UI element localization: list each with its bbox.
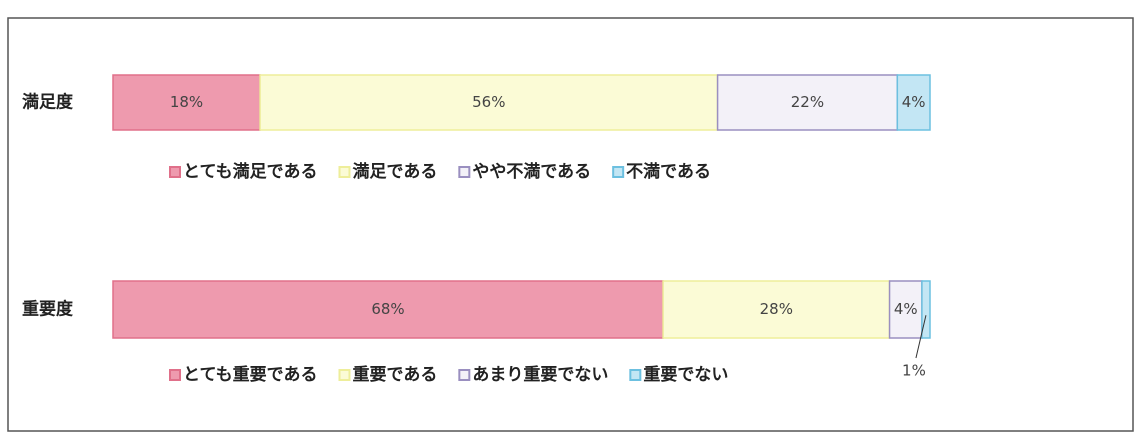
legend-label: あまり重要でない: [472, 364, 608, 385]
value-label: 22%: [791, 93, 824, 111]
legend-swatch: [458, 369, 471, 381]
legend-label: 重要である: [352, 364, 437, 385]
category-label: 重要度: [22, 299, 74, 320]
legend-label: やや不満である: [472, 161, 591, 182]
bar-segment: [112, 280, 664, 339]
legend-label: とても満足である: [183, 161, 317, 182]
category-label: 満足度: [22, 92, 74, 113]
value-label: 4%: [902, 93, 926, 111]
legend-swatch: [612, 166, 625, 178]
legend-swatch: [169, 166, 181, 178]
bar-segment: [112, 74, 261, 131]
value-label: 4%: [894, 300, 918, 318]
legend-swatch: [338, 166, 351, 178]
value-label: 28%: [760, 300, 793, 318]
legend-swatch: [458, 166, 471, 178]
bar-segment: [259, 74, 719, 131]
value-label: 68%: [371, 300, 404, 318]
legend-label: 重要でない: [643, 364, 728, 385]
bar-segment: [921, 280, 931, 339]
legend-label: とても重要である: [183, 364, 317, 385]
legend-swatch: [338, 369, 351, 381]
leader-line: [915, 315, 927, 359]
legend-swatch: [629, 369, 642, 381]
legend-label: 満足である: [352, 161, 437, 182]
legend-swatch: [169, 369, 181, 381]
bar-segment: [662, 280, 891, 339]
legend-label: 不満である: [626, 161, 711, 182]
value-label: 56%: [472, 93, 505, 111]
bar-segment: [896, 74, 931, 131]
bar-segment: [888, 280, 923, 339]
value-label: 1%: [902, 362, 926, 380]
value-label: 18%: [170, 93, 203, 111]
